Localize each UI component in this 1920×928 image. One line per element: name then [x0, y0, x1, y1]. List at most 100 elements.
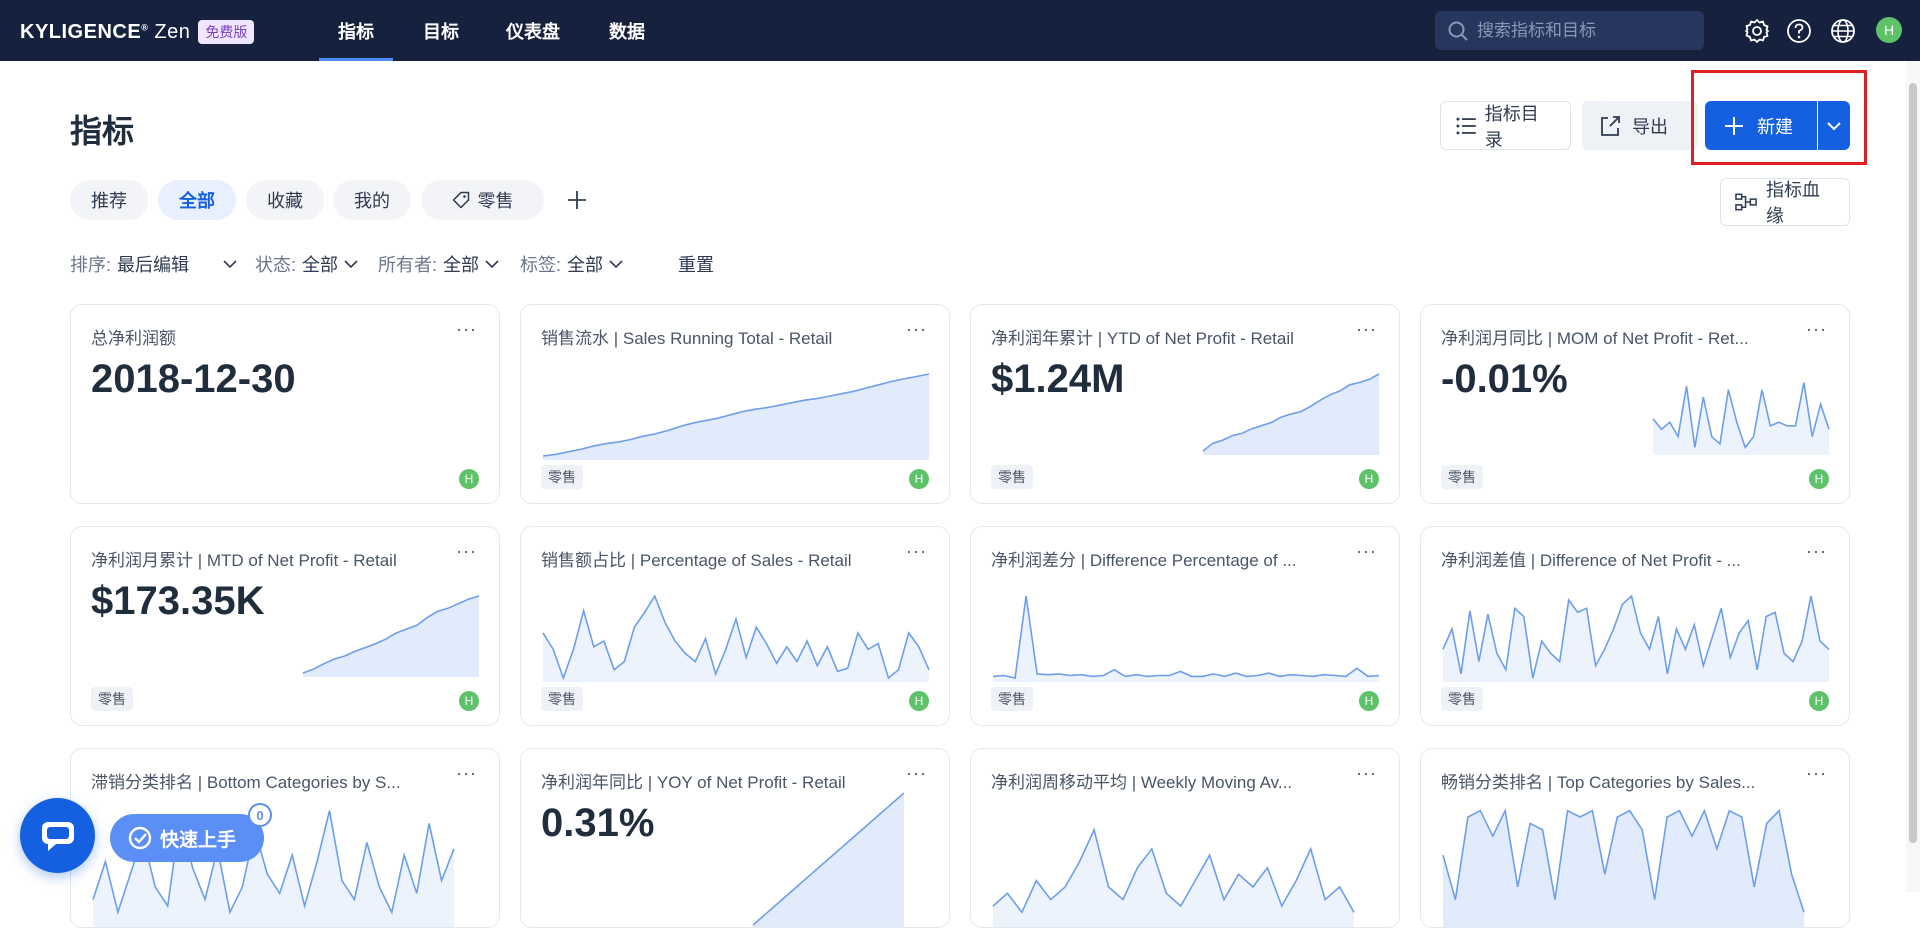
nav-tab-metrics[interactable]: 指标 [319, 0, 393, 61]
new-metric-button[interactable]: 新建 [1705, 101, 1817, 150]
more-options-icon[interactable]: ··· [456, 541, 477, 561]
more-options-icon[interactable]: ··· [1356, 319, 1377, 339]
quick-start-count-badge: 0 [248, 803, 272, 827]
more-options-icon[interactable]: ··· [1806, 319, 1827, 339]
more-options-icon[interactable]: ··· [456, 319, 477, 339]
nav-tab-dashboards[interactable]: 仪表盘 [506, 21, 560, 42]
metric-card-tag[interactable]: 零售 [1441, 465, 1483, 489]
quick-start-button[interactable]: 快速上手 [110, 814, 264, 862]
export-icon [1601, 115, 1620, 136]
more-options-icon[interactable]: ··· [1356, 763, 1377, 783]
metric-card-title: 净利润差分 | Difference Percentage of ... [991, 551, 1297, 570]
metric-card[interactable]: 净利润月累计 | MTD of Net Profit - Retail ··· $1… [70, 526, 500, 726]
metric-card[interactable]: 销售额占比 | Percentage of Sales - Retail ··· 零… [520, 526, 950, 726]
language-globe-icon[interactable] [1828, 16, 1857, 45]
sparkline-chart [1442, 808, 1805, 927]
chevron-down-icon [609, 260, 623, 269]
metric-catalog-label: 指标目录 [1484, 103, 1539, 150]
new-metric-label: 新建 [1757, 116, 1793, 137]
metric-card-value: -0.01% [1441, 357, 1568, 401]
status-value: 全部 [302, 255, 339, 275]
metric-lineage-button[interactable]: 指标血缘 [1720, 178, 1850, 226]
more-options-icon[interactable]: ··· [906, 319, 927, 339]
chevron-down-icon [344, 260, 358, 269]
more-options-icon[interactable]: ··· [1806, 541, 1827, 561]
help-icon[interactable] [1784, 16, 1813, 45]
sparkline-area [993, 596, 1379, 682]
tag-dropdown[interactable]: 标签: 全部 [520, 251, 623, 277]
metric-card-value: $173.35K [91, 579, 265, 623]
chip-recommended[interactable]: 推荐 [70, 180, 148, 220]
metric-card[interactable]: 净利润年同比 | YOY of Net Profit - Retail ··· 0.… [520, 748, 950, 928]
more-options-icon[interactable]: ··· [1356, 541, 1377, 561]
page-scrollbar[interactable] [1906, 61, 1920, 892]
chat-support-button[interactable] [20, 798, 95, 873]
export-label: 导出 [1632, 116, 1668, 137]
status-dropdown[interactable]: 状态: 全部 [255, 251, 358, 277]
metric-card[interactable]: 净利润年累计 | YTD of Net Profit - Retail ··· $1… [970, 304, 1400, 504]
sparkline-line [302, 595, 480, 674]
brand-logo[interactable]: KYLIGENCE® Zen 免费版 [20, 20, 255, 44]
more-options-icon[interactable]: ··· [906, 763, 927, 783]
sparkline-chart [1202, 373, 1380, 455]
chip-tag-retail[interactable]: 零售 [421, 180, 544, 220]
nav-tab-goals[interactable]: 目标 [423, 21, 459, 42]
metric-card[interactable]: 净利润月同比 | MOM of Net Profit - Ret... ··· -0… [1420, 304, 1850, 504]
metric-card-value: 2018-12-30 [91, 357, 296, 401]
metric-card-tag[interactable]: 零售 [541, 687, 583, 711]
metric-card[interactable]: 净利润周移动平均 | Weekly Moving Av... ··· [970, 748, 1400, 928]
metric-card-tag[interactable]: 零售 [991, 465, 1033, 489]
owner-avatar: H [909, 691, 929, 711]
chevron-down-icon [223, 260, 237, 269]
chevron-down-icon [1827, 121, 1841, 130]
owner-dropdown[interactable]: 所有者: 全部 [378, 251, 499, 277]
scrollbar-thumb[interactable] [1909, 83, 1917, 843]
global-search[interactable] [1435, 11, 1704, 50]
lineage-icon [1735, 193, 1757, 211]
metric-card-tag[interactable]: 零售 [541, 465, 583, 489]
metric-card-tag[interactable]: 零售 [91, 687, 133, 711]
metric-card[interactable]: 销售流水 | Sales Running Total - Retail ··· 零售… [520, 304, 950, 504]
metric-card-tag[interactable]: 零售 [1441, 687, 1483, 711]
metric-card[interactable]: 净利润差值 | Difference of Net Profit - ... ··… [1420, 526, 1850, 726]
metric-card[interactable]: 畅销分类排名 | Top Categories by Sales... ··· [1420, 748, 1850, 928]
metric-card[interactable]: 净利润差分 | Difference Percentage of ... ··· 零… [970, 526, 1400, 726]
sparkline-chart [992, 595, 1380, 682]
plus-icon [1725, 116, 1743, 135]
list-icon [1456, 117, 1476, 134]
nav-tab-data[interactable]: 数据 [609, 21, 645, 42]
sort-label: 排序: [70, 255, 112, 275]
add-filter-chip-button[interactable] [563, 186, 591, 214]
more-options-icon[interactable]: ··· [456, 763, 477, 783]
metric-card[interactable]: 总净利润额 ··· 2018-12-30 H [70, 304, 500, 504]
owner-avatar: H [459, 469, 479, 489]
metric-card-title: 净利润月同比 | MOM of Net Profit - Ret... [1441, 329, 1749, 348]
more-options-icon[interactable]: ··· [906, 541, 927, 561]
sparkline-area [543, 596, 929, 682]
chevron-down-icon [485, 260, 499, 269]
owner-avatar: H [1359, 691, 1379, 711]
chip-favorites[interactable]: 收藏 [246, 180, 324, 220]
reset-filters-button[interactable]: 重置 [678, 255, 714, 275]
owner-avatar: H [1359, 469, 1379, 489]
metric-card-tag[interactable]: 零售 [991, 687, 1033, 711]
metric-card-title: 净利润周移动平均 | Weekly Moving Av... [991, 773, 1293, 792]
settings-gear-icon[interactable] [1742, 16, 1771, 45]
chip-all[interactable]: 全部 [158, 180, 236, 220]
chip-mine[interactable]: 我的 [333, 180, 411, 220]
export-button[interactable]: 导出 [1582, 101, 1698, 150]
sparkline-chart [542, 594, 930, 682]
metric-card-title: 畅销分类排名 | Top Categories by Sales... [1441, 773, 1756, 792]
metric-card-value: $1.24M [991, 357, 1125, 401]
owner-avatar: H [1809, 691, 1829, 711]
highlight-annotation-box [1691, 70, 1867, 165]
user-avatar[interactable]: H [1876, 17, 1902, 43]
more-options-icon[interactable]: ··· [1806, 763, 1827, 783]
search-input[interactable] [1477, 20, 1697, 41]
sparkline-line [542, 594, 930, 681]
new-metric-dropdown-button[interactable] [1818, 101, 1850, 150]
plan-badge: 免费版 [198, 20, 255, 44]
sparkline-chart [542, 373, 930, 460]
sort-dropdown[interactable]: 排序: 最后编辑 [70, 251, 237, 277]
metric-catalog-button[interactable]: 指标目录 [1440, 101, 1571, 150]
